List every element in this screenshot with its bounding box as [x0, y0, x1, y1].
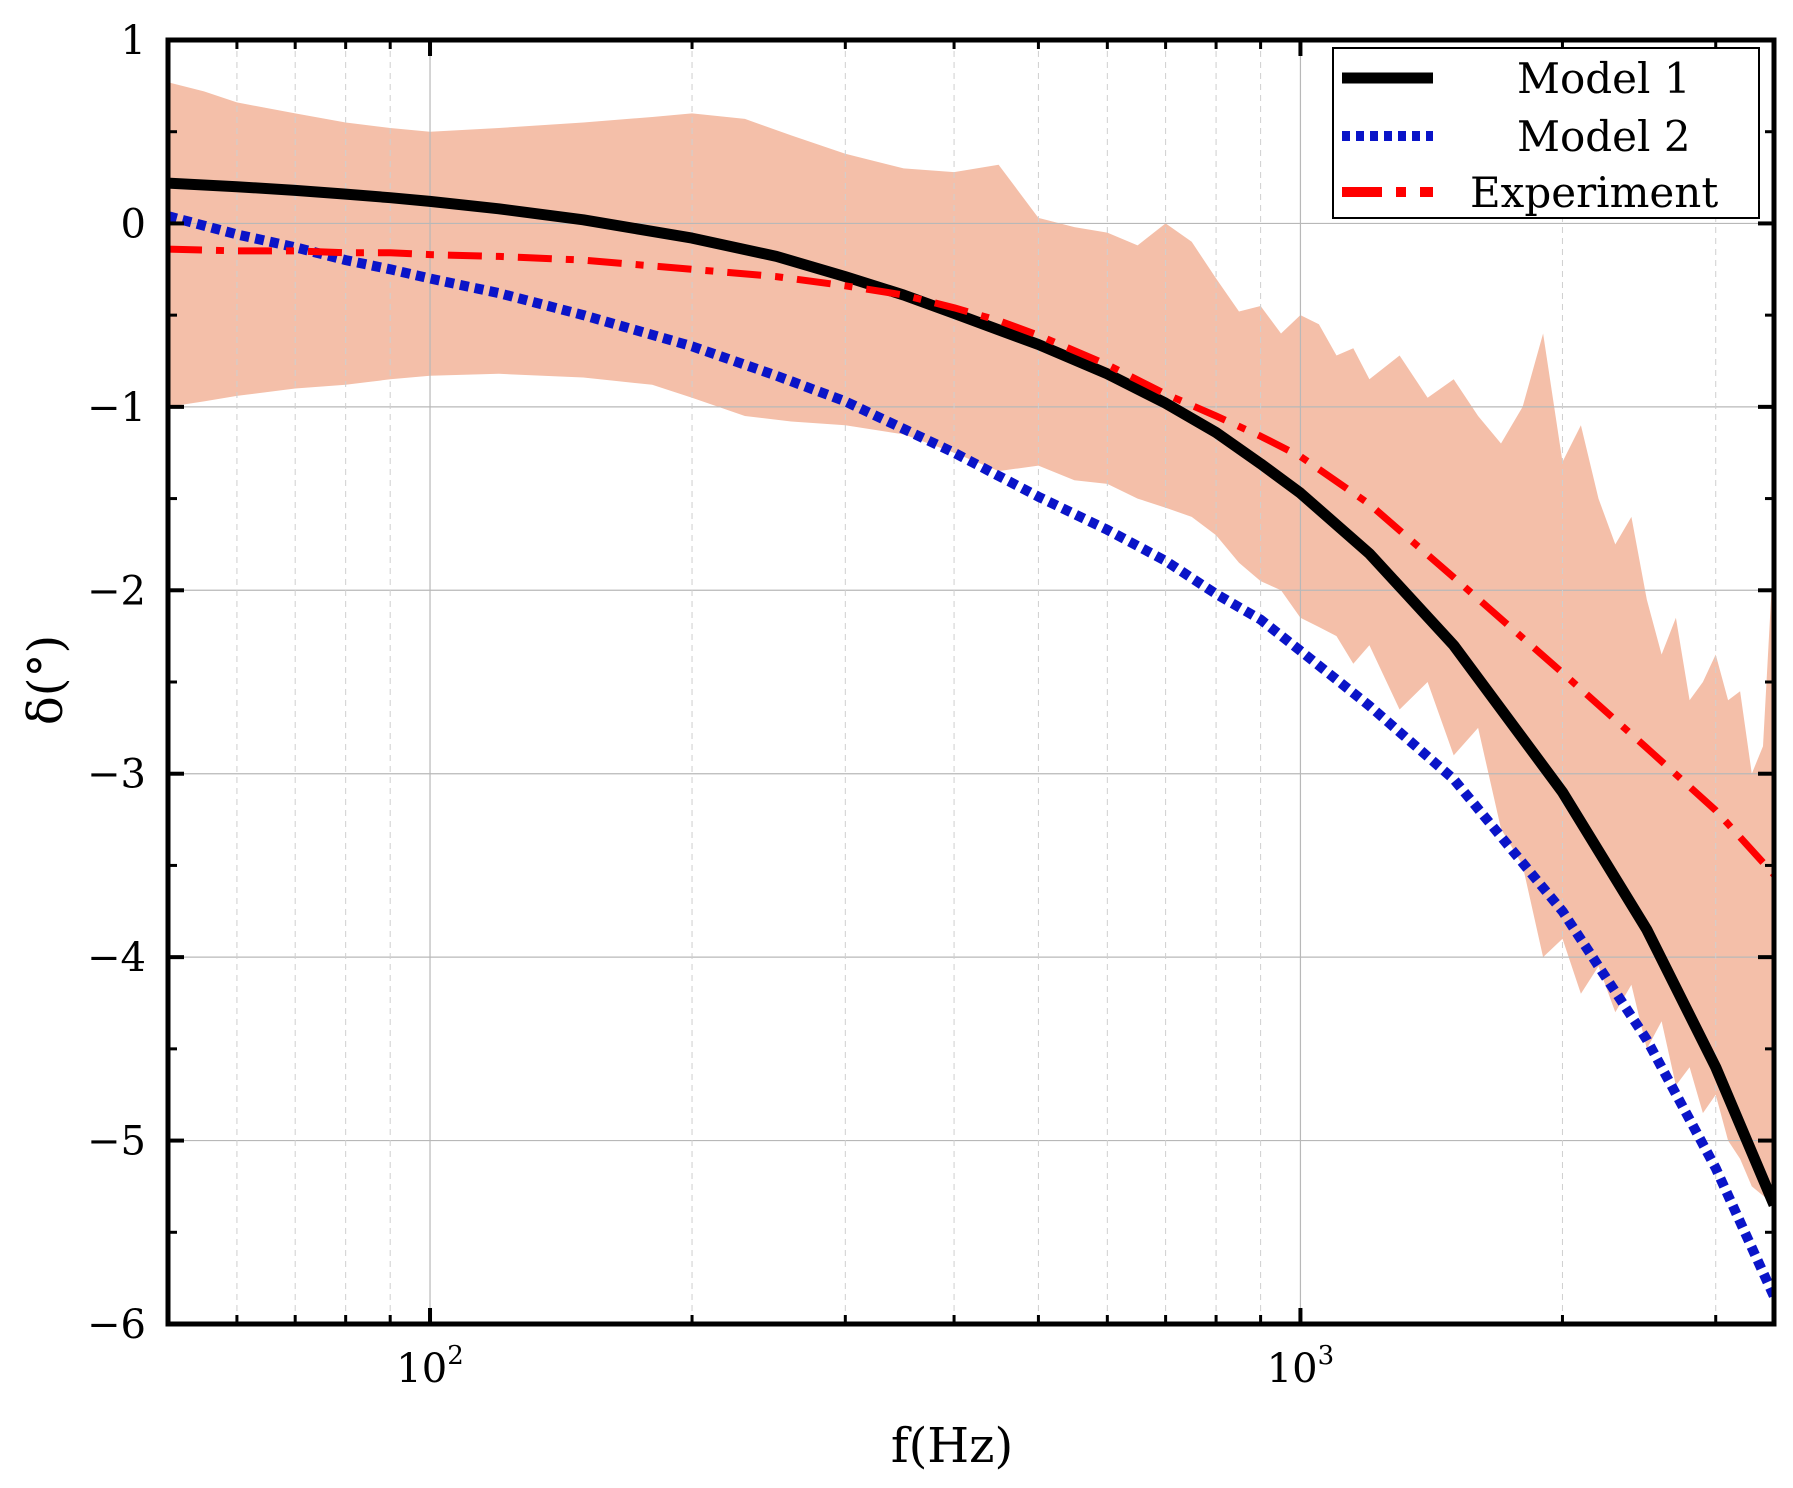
- x-tick-labels: 102 103: [396, 1341, 1334, 1392]
- y-tick-label: 0: [121, 201, 146, 247]
- x-tick-label: 102: [396, 1341, 463, 1392]
- legend: Model 1 Model 2 Experiment: [1332, 47, 1760, 219]
- x-axis-title: f(Hz): [891, 1418, 1013, 1474]
- y-tick-label: −3: [87, 752, 146, 798]
- grid-layer: [168, 40, 1774, 1324]
- y-tick-label: −1: [87, 385, 146, 431]
- legend-label-model-1: Model 1: [1517, 54, 1691, 103]
- y-tick-label: −4: [87, 935, 146, 981]
- y-tick-label: −5: [87, 1119, 146, 1165]
- series-line-model-1: [168, 177, 1774, 1207]
- x-tick-label: 103: [1267, 1341, 1334, 1392]
- y-tick-label: −2: [87, 568, 146, 614]
- legend-label-experiment: Experiment: [1470, 168, 1718, 217]
- y-axis-title: δ(°): [18, 635, 74, 725]
- y-tick-labels: 1 0 −1 −2 −3 −4 −5 −6: [87, 18, 146, 1348]
- series-layer: [168, 177, 1774, 1299]
- y-tick-label: 1: [121, 18, 146, 64]
- experiment-uncertainty-band: [168, 82, 1774, 1205]
- series-line-model-2: [168, 211, 1774, 1299]
- tick-layer: [168, 38, 1774, 1326]
- series-line-experiment: [168, 245, 1774, 877]
- y-tick-label: −6: [87, 1302, 146, 1348]
- legend-label-model-2: Model 2: [1517, 112, 1691, 161]
- experiment-uncertainty-band-layer: [168, 82, 1774, 1205]
